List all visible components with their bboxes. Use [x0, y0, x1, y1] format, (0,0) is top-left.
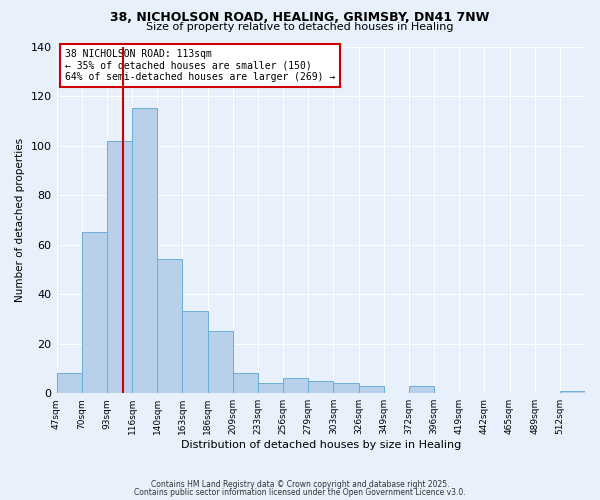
- Text: Contains public sector information licensed under the Open Government Licence v3: Contains public sector information licen…: [134, 488, 466, 497]
- Text: 38, NICHOLSON ROAD, HEALING, GRIMSBY, DN41 7NW: 38, NICHOLSON ROAD, HEALING, GRIMSBY, DN…: [110, 11, 490, 24]
- Bar: [359, 386, 383, 393]
- Bar: [560, 390, 585, 393]
- Bar: [334, 384, 359, 393]
- Text: Contains HM Land Registry data © Crown copyright and database right 2025.: Contains HM Land Registry data © Crown c…: [151, 480, 449, 489]
- Bar: [283, 378, 308, 393]
- Bar: [409, 386, 434, 393]
- Bar: [233, 374, 258, 393]
- Text: Size of property relative to detached houses in Healing: Size of property relative to detached ho…: [146, 22, 454, 32]
- Bar: [157, 260, 182, 393]
- Bar: [107, 140, 132, 393]
- Bar: [56, 374, 82, 393]
- Text: 38 NICHOLSON ROAD: 113sqm
← 35% of detached houses are smaller (150)
64% of semi: 38 NICHOLSON ROAD: 113sqm ← 35% of detac…: [65, 49, 335, 82]
- Bar: [132, 108, 157, 393]
- Bar: [182, 312, 208, 393]
- X-axis label: Distribution of detached houses by size in Healing: Distribution of detached houses by size …: [181, 440, 461, 450]
- Bar: [308, 381, 334, 393]
- Bar: [258, 384, 283, 393]
- Bar: [208, 332, 233, 393]
- Y-axis label: Number of detached properties: Number of detached properties: [15, 138, 25, 302]
- Bar: [82, 232, 107, 393]
